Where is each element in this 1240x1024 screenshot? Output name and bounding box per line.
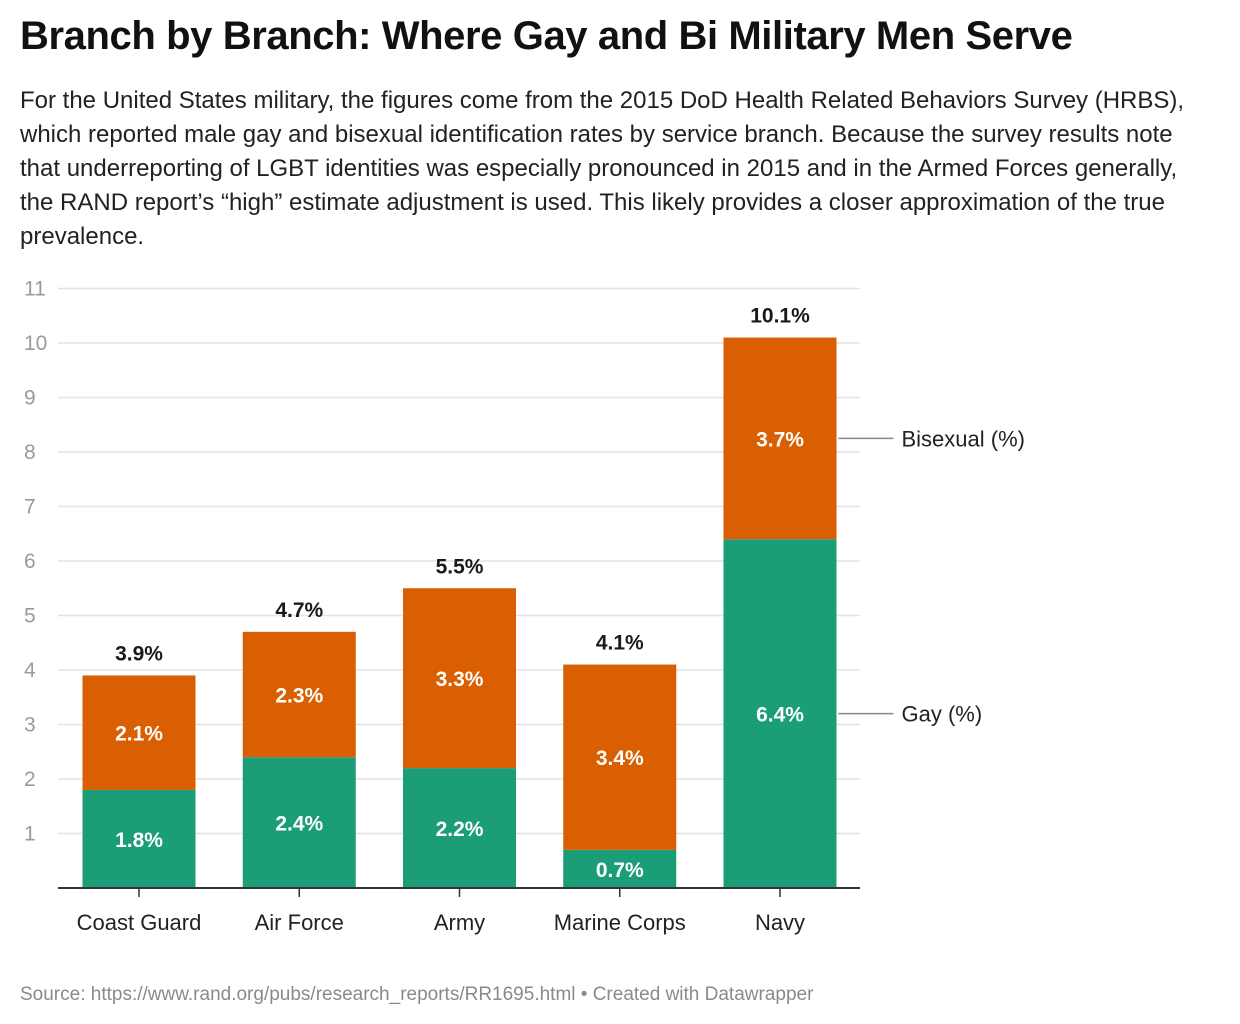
- bar-bisexual-air-force: [242, 631, 356, 758]
- bar-gay-air-force: [242, 757, 356, 888]
- stacked-bar-chart: 1 2 3 4 5 6 7 8 9 10 11 1.8% 2.1% 3.9% Coast Guard 2.4%…: [24, 278, 1025, 936]
- y-tick-label-8: 8: [24, 441, 36, 464]
- bar-bisexual-army: [403, 588, 516, 769]
- y-tick-label-6: 6: [24, 550, 36, 573]
- segment-label: 3.3%: [436, 668, 484, 691]
- segment-label: 3.4%: [596, 747, 644, 770]
- segment-label: 3.7%: [756, 428, 804, 451]
- segment-label: 2.3%: [275, 685, 323, 708]
- bar-gay-army: [403, 768, 516, 888]
- bar-gay-coast-guard: [82, 789, 196, 888]
- bar-bisexual-marine-corps: [563, 664, 677, 850]
- chart-subtitle: For the United States military, the figu…: [20, 87, 1185, 250]
- bar-bisexual-coast-guard: [82, 675, 196, 790]
- y-tick-label-7: 7: [24, 496, 36, 519]
- y-tick-label-10: 10: [24, 332, 47, 355]
- bar-gay-marine-corps: [563, 849, 677, 888]
- total-label: 10.1%: [750, 305, 810, 328]
- x-category-label: Army: [434, 910, 485, 935]
- x-category-label: Navy: [755, 910, 805, 935]
- y-tick-label-1: 1: [24, 823, 36, 846]
- y-tick-label-5: 5: [24, 605, 36, 628]
- y-tick-label-4: 4: [24, 659, 36, 682]
- chart-title: Branch by Branch: Where Gay and Bi Milit…: [20, 14, 1073, 58]
- segment-label: 2.4%: [275, 813, 323, 836]
- total-label: 4.1%: [596, 632, 644, 655]
- total-label: 5.5%: [436, 555, 484, 578]
- segment-label: 0.7%: [596, 859, 644, 882]
- x-category-label: Coast Guard: [77, 910, 202, 935]
- total-label: 3.9%: [115, 642, 163, 665]
- y-tick-label-3: 3: [24, 714, 36, 737]
- total-label: 4.7%: [275, 599, 323, 622]
- legend-label-bisexual: Bisexual (%): [902, 426, 1025, 451]
- y-tick-label-9: 9: [24, 387, 36, 410]
- bar-bisexual-navy: [723, 337, 837, 540]
- segment-label: 2.1%: [115, 723, 163, 746]
- segment-label: 6.4%: [756, 704, 804, 727]
- bar-gay-navy: [723, 539, 837, 888]
- x-category-label: Air Force: [255, 910, 344, 935]
- x-category-label: Marine Corps: [554, 910, 686, 935]
- source-note: Source: https://www.rand.org/pubs/resear…: [20, 984, 814, 1005]
- y-tick-label-2: 2: [24, 768, 36, 791]
- segment-label: 1.8%: [115, 829, 163, 852]
- y-tick-label-11: 11: [24, 278, 46, 301]
- legend-label-gay: Gay (%): [902, 702, 983, 727]
- segment-label: 2.2%: [436, 818, 484, 841]
